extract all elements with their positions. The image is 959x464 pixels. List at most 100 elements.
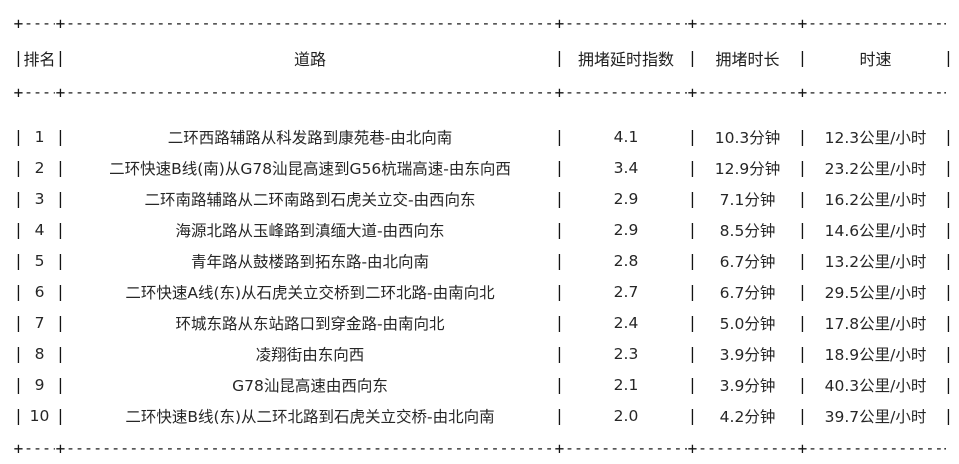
cell-road: 二环快速B线(南)从G78汕昆高速到G56杭瑞高速-由东向西	[109, 159, 511, 178]
column-divider: |	[797, 219, 808, 239]
table-row: | 5 | 青年路从鼓楼路到拓东路-由北向南 | 2.8 | 6.7分钟 | 13.2公里/小时 |	[13, 245, 954, 276]
border-segment-speed: ------------------	[808, 439, 943, 457]
cell-rank: 8	[34, 344, 45, 363]
border-junction: +	[797, 82, 808, 102]
border-junction: +	[687, 13, 698, 33]
column-divider: |	[55, 281, 66, 301]
cell-speed: 29.5公里/小时	[824, 283, 927, 302]
column-divider: |	[687, 126, 698, 146]
column-divider: |	[943, 219, 954, 239]
cell-index: 4.1	[613, 127, 639, 146]
cell-index: 2.8	[613, 251, 639, 270]
column-divider: |	[55, 188, 66, 208]
column-divider: |	[13, 250, 24, 270]
column-divider: |	[554, 157, 565, 177]
border-junction: +	[943, 433, 946, 464]
cell-rank: 3	[34, 189, 45, 208]
cell-index: 2.7	[613, 282, 639, 301]
column-divider: |	[687, 250, 698, 270]
border-segment-rank: -----	[24, 83, 55, 101]
cell-rank: 1	[34, 127, 45, 146]
border-segment-road: ----------------------------------------…	[66, 14, 554, 32]
cell-rank: 6	[34, 282, 45, 301]
border-segment-rank: -----	[24, 14, 55, 32]
column-divider: |	[943, 157, 954, 177]
cell-duration: 3.9分钟	[719, 345, 776, 364]
border-segment-index: ----------------	[565, 439, 687, 457]
cell-duration: 8.5分钟	[719, 221, 776, 240]
column-divider: |	[554, 374, 565, 394]
cell-index: 2.3	[613, 344, 639, 363]
column-divider: |	[943, 250, 954, 270]
column-divider: |	[687, 374, 698, 394]
cell-index: 2.0	[613, 406, 639, 425]
table-row: | 9 | G78汕昆高速由西向东 | 2.1 | 3.9分钟 | 40.3公里/小时 |	[13, 369, 954, 400]
column-divider: |	[554, 405, 565, 425]
column-divider: |	[797, 188, 808, 208]
column-divider: |	[13, 374, 24, 394]
border-segment-index: ----------------	[565, 83, 687, 101]
column-divider: |	[55, 126, 66, 146]
column-header-road: 道路	[293, 50, 326, 69]
cell-road: 二环南路辅路从二环南路到石虎关立交-由西向东	[144, 190, 476, 209]
column-divider: |	[687, 281, 698, 301]
column-divider: |	[554, 281, 565, 301]
column-divider: |	[943, 48, 954, 67]
border-junction: +	[943, 77, 946, 108]
cell-speed: 13.2公里/小时	[824, 252, 927, 271]
column-divider: |	[797, 281, 808, 301]
cell-road: 凌翔街由东向西	[255, 345, 365, 364]
border-segment-speed: ------------------	[808, 14, 943, 32]
column-divider: |	[687, 48, 698, 67]
cell-rank: 4	[34, 220, 45, 239]
border-junction: +	[554, 82, 565, 102]
column-divider: |	[687, 157, 698, 177]
column-divider: |	[797, 343, 808, 363]
cell-rank: 10	[29, 406, 50, 425]
border-junction: +	[554, 13, 565, 33]
table-row: | 8 | 凌翔街由东向西 | 2.3 | 3.9分钟 | 18.9公里/小时 |	[13, 338, 954, 369]
column-divider: |	[797, 374, 808, 394]
column-divider: |	[55, 405, 66, 425]
column-divider: |	[55, 219, 66, 239]
column-divider: |	[687, 343, 698, 363]
cell-index: 2.9	[613, 189, 639, 208]
cell-index: 2.1	[613, 375, 639, 394]
column-divider: |	[13, 343, 24, 363]
column-divider: |	[797, 312, 808, 332]
column-divider: |	[943, 281, 954, 301]
column-divider: |	[13, 281, 24, 301]
border-junction: +	[687, 82, 698, 102]
cell-duration: 6.7分钟	[719, 283, 776, 302]
cell-road: 二环西路辅路从科发路到康苑巷-由北向南	[167, 128, 453, 147]
column-divider: |	[943, 312, 954, 332]
border-junction: +	[55, 13, 66, 33]
column-divider: |	[554, 343, 565, 363]
column-divider: |	[687, 219, 698, 239]
column-divider: |	[797, 48, 808, 67]
table-row: | 6 | 二环快速A线(东)从石虎关立交桥到二环北路-由南向北 | 2.7 | 6.7分钟 |…	[13, 276, 954, 307]
column-divider: |	[13, 219, 24, 239]
cell-duration: 5.0分钟	[719, 314, 776, 333]
cell-index: 3.4	[613, 158, 639, 177]
column-header-rank: 排名	[24, 50, 55, 69]
cell-speed: 12.3公里/小时	[824, 128, 927, 147]
cell-speed: 14.6公里/小时	[824, 221, 927, 240]
table-row: | 10 | 二环快速B线(东)从二环北路到石虎关立交桥-由北向南 | 2.0 | 4.2分钟…	[13, 400, 954, 431]
column-divider: |	[797, 250, 808, 270]
border-junction: +	[13, 82, 24, 102]
cell-road: 青年路从鼓楼路到拓东路-由北向南	[190, 252, 430, 271]
cell-rank: 2	[34, 158, 45, 177]
header-body-gap	[13, 108, 946, 121]
column-divider: |	[943, 405, 954, 425]
table-row: | 2 | 二环快速B线(南)从G78汕昆高速到G56杭瑞高速-由东向西 | 3.4 | 12…	[13, 152, 954, 183]
column-divider: |	[13, 188, 24, 208]
border-junction: +	[55, 438, 66, 458]
cell-speed: 40.3公里/小时	[824, 376, 927, 395]
border-segment-duration: -------------	[698, 439, 797, 457]
border-junction: +	[797, 13, 808, 33]
table-row: | 3 | 二环南路辅路从二环南路到石虎关立交-由西向东 | 2.9 | 7.1分钟 | 16.2…	[13, 183, 954, 214]
cell-speed: 17.8公里/小时	[824, 314, 927, 333]
border-segment-duration: -------------	[698, 14, 797, 32]
column-divider: |	[554, 219, 565, 239]
